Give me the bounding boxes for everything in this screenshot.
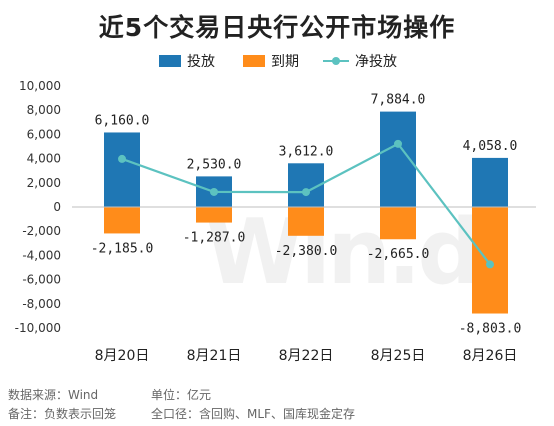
bar-expire [196, 207, 232, 223]
data-label-inject: 6,160.0 [95, 113, 150, 128]
bar-expire [288, 207, 324, 236]
y-tick-label: -2,000 [22, 224, 61, 238]
legend-label-net: 净投放 [355, 54, 397, 70]
y-tick-label: -4,000 [22, 248, 61, 262]
bar-inject [104, 132, 140, 207]
legend-swatch-expire [243, 55, 265, 67]
legend-item-expire: 到期 [243, 51, 299, 71]
x-tick-label: 8月26日 [463, 348, 518, 364]
bar-expire [104, 207, 140, 234]
y-tick-label: 4,000 [27, 152, 61, 166]
net-point [118, 154, 126, 163]
data-label-inject: 4,058.0 [463, 139, 518, 154]
y-tick-label: -10,000 [15, 321, 61, 335]
legend-item-net: 净投放 [323, 51, 397, 71]
net-point [486, 260, 494, 269]
net-point [210, 187, 218, 196]
legend-label-expire: 到期 [271, 54, 299, 70]
x-tick-label: 8月21日 [187, 348, 242, 364]
bar-expire [472, 207, 508, 314]
net-point [302, 188, 310, 197]
legend-swatch-inject [159, 55, 181, 67]
data-label-expire: -2,185.0 [91, 241, 154, 256]
y-tick-label: -8,000 [22, 297, 61, 311]
y-tick-label: 2,000 [27, 176, 61, 190]
chart-title: 近5个交易日央行公开市场操作 [98, 13, 456, 42]
bar-inject [472, 157, 508, 207]
data-label-expire: -1,287.0 [183, 231, 246, 246]
y-tick-label: -6,000 [22, 273, 61, 287]
legend-swatch-net [323, 55, 349, 67]
y-tick-label: 8,000 [27, 103, 61, 117]
watermark: Win.d [205, 200, 482, 305]
legend-label-inject: 投放 [187, 54, 215, 70]
data-label-inject: 2,530.0 [187, 157, 242, 172]
net-point [394, 139, 402, 148]
data-label-expire: -2,665.0 [367, 247, 430, 262]
data-label-inject: 3,612.0 [279, 144, 334, 159]
data-label-expire: -8,803.0 [459, 322, 522, 337]
y-tick-label: 6,000 [27, 127, 61, 141]
legend-item-inject: 投放 [159, 51, 215, 71]
footnote-scope: 全口径：含回购、MLF、国库现金定存 [151, 407, 355, 421]
legend: 投放 到期 净投放 [0, 51, 554, 71]
x-tick-label: 8月22日 [279, 348, 334, 364]
x-tick-label: 8月25日 [371, 348, 426, 364]
bar-expire [380, 207, 416, 240]
footnote-note: 备注：负数表示回笼 [8, 407, 117, 421]
data-label-expire: -2,380.0 [275, 244, 338, 259]
data-label-inject: 7,884.0 [371, 93, 426, 108]
x-tick-label: 8月20日 [95, 348, 150, 364]
footnote-unit: 单位：亿元 [151, 388, 212, 402]
footnote-source: 数据来源：Wind [8, 388, 99, 402]
y-tick-label: 0 [53, 200, 61, 214]
y-tick-label: 10,000 [19, 79, 61, 93]
